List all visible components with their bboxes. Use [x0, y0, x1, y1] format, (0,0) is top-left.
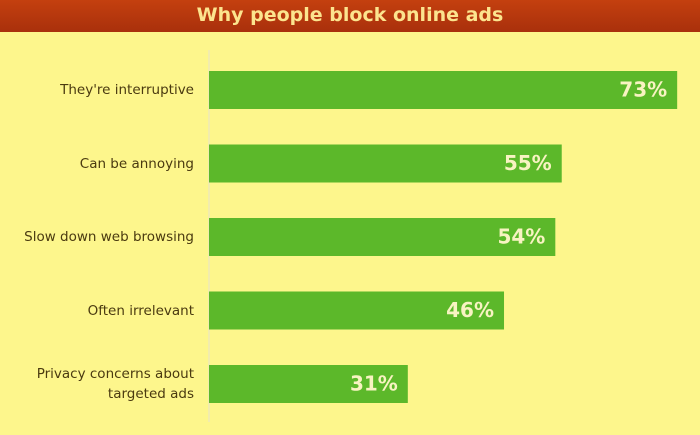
value-label: 73%: [619, 78, 667, 102]
category-label: Often irrelevant: [87, 302, 194, 319]
bar: [209, 71, 678, 109]
category-label: Privacy concerns about targeted ads: [36, 366, 194, 402]
category-label: Can be annoying: [79, 155, 194, 172]
chart-title: Why people block online ads: [196, 4, 504, 26]
category-label: They're interruptive: [60, 82, 194, 98]
bar: [209, 218, 556, 256]
value-label: 54%: [497, 225, 545, 249]
value-label: 55%: [504, 151, 552, 175]
value-label: 46%: [446, 298, 494, 322]
title-bar: [0, 0, 700, 32]
bar: [209, 291, 505, 330]
bar: [209, 365, 408, 403]
bar: [209, 144, 562, 183]
value-label: 31%: [350, 372, 398, 396]
category-label: Slow down web browsing: [24, 229, 194, 245]
